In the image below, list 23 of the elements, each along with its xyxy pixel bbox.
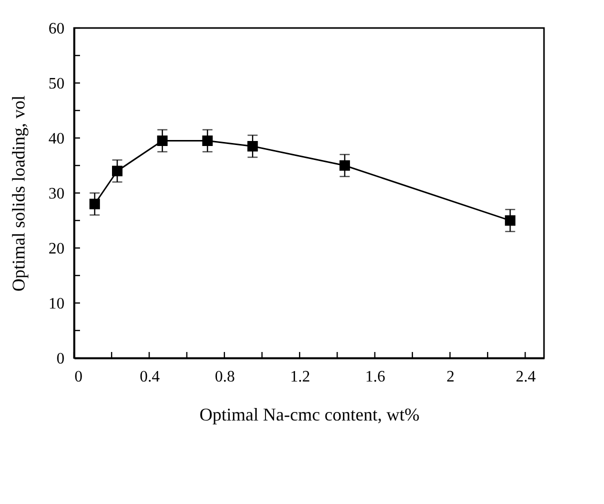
x-tick-label: 0 <box>74 368 82 386</box>
point <box>157 136 168 146</box>
y-tick-label: 50 <box>48 76 64 92</box>
point <box>89 198 100 210</box>
y-axis-title: Optimal solids loading, vol <box>8 96 28 292</box>
x-tick-label: 1.2 <box>290 368 310 386</box>
y-tick-label: 0 <box>56 350 64 368</box>
point <box>504 215 516 226</box>
y-tick-label: 40 <box>48 130 64 148</box>
y-tick-label: 30 <box>48 186 64 202</box>
x-axis-title: Optimal Na-cmc content, wt% <box>200 404 420 424</box>
point <box>112 166 122 176</box>
point <box>247 141 258 152</box>
point <box>202 136 213 146</box>
y-tick-label: 60 <box>48 20 64 38</box>
point <box>339 160 350 171</box>
y-tick-label: 20 <box>48 240 64 258</box>
x-tick-label: 1.6 <box>365 368 386 386</box>
x-tick-label: 2 <box>446 368 454 386</box>
x-tick-label: 0.4 <box>140 368 160 386</box>
y-tick-label: 10 <box>48 296 64 312</box>
x-tick-label: 2.4 <box>516 368 536 386</box>
x-tick-label: 0.8 <box>214 368 235 386</box>
